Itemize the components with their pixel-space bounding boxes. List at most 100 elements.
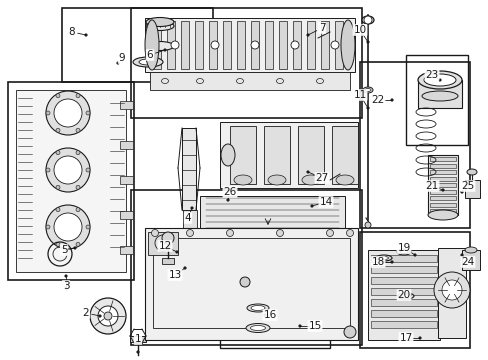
Circle shape — [46, 225, 50, 229]
Circle shape — [413, 254, 415, 256]
Bar — [331, 126, 357, 184]
Circle shape — [86, 111, 90, 115]
Bar — [429, 209, 455, 213]
Circle shape — [263, 314, 265, 316]
Text: 16: 16 — [263, 310, 276, 320]
Circle shape — [56, 128, 60, 132]
Bar — [153, 238, 349, 328]
Bar — [359, 62, 469, 228]
Bar — [359, 232, 469, 348]
Circle shape — [56, 151, 60, 155]
Circle shape — [74, 247, 76, 249]
Bar — [320, 21, 328, 69]
Bar — [237, 21, 244, 69]
Bar — [148, 232, 178, 255]
Ellipse shape — [139, 59, 157, 65]
Circle shape — [190, 207, 193, 209]
Bar — [220, 122, 357, 188]
Circle shape — [46, 91, 90, 135]
Bar — [145, 18, 354, 72]
Bar — [181, 21, 189, 69]
Bar — [183, 210, 197, 240]
Ellipse shape — [146, 18, 174, 27]
Circle shape — [155, 235, 171, 251]
Circle shape — [56, 208, 60, 212]
Circle shape — [346, 230, 353, 237]
Circle shape — [226, 199, 229, 201]
Bar — [370, 255, 436, 262]
Bar — [334, 21, 342, 69]
Bar — [250, 21, 259, 69]
Text: 1: 1 — [134, 334, 141, 344]
Circle shape — [364, 222, 370, 228]
Circle shape — [86, 168, 90, 172]
Bar — [120, 141, 133, 149]
Circle shape — [104, 312, 112, 320]
Circle shape — [99, 315, 101, 317]
Bar — [461, 250, 479, 270]
Circle shape — [163, 49, 166, 51]
Bar — [264, 21, 272, 69]
Circle shape — [56, 242, 60, 246]
Ellipse shape — [246, 304, 268, 312]
Circle shape — [76, 185, 80, 189]
Text: 26: 26 — [223, 187, 236, 197]
Bar — [429, 196, 455, 200]
Bar — [195, 21, 203, 69]
Circle shape — [76, 128, 80, 132]
Ellipse shape — [267, 175, 285, 185]
Bar — [16, 90, 126, 272]
Circle shape — [226, 230, 233, 237]
Bar — [429, 170, 455, 174]
Bar — [429, 163, 455, 167]
Circle shape — [183, 267, 186, 269]
Bar — [370, 310, 436, 317]
Ellipse shape — [362, 87, 372, 93]
Circle shape — [298, 325, 301, 327]
Circle shape — [56, 185, 60, 189]
Ellipse shape — [375, 255, 391, 261]
Text: 14: 14 — [319, 197, 332, 207]
Bar — [437, 248, 465, 338]
Text: 19: 19 — [397, 243, 410, 253]
Bar — [429, 157, 455, 161]
Circle shape — [171, 41, 179, 49]
Ellipse shape — [466, 169, 476, 175]
Text: 2: 2 — [82, 308, 89, 318]
Circle shape — [56, 94, 60, 98]
Bar — [120, 176, 133, 184]
Ellipse shape — [399, 251, 407, 253]
Bar — [220, 292, 329, 348]
Bar — [292, 21, 301, 69]
Bar — [417, 80, 461, 108]
Bar — [130, 336, 146, 342]
Text: 10: 10 — [353, 25, 366, 35]
Bar — [464, 180, 479, 198]
Text: 21: 21 — [425, 181, 438, 191]
Circle shape — [408, 294, 410, 296]
Bar — [131, 8, 361, 118]
Circle shape — [151, 230, 158, 237]
Text: 27: 27 — [315, 173, 328, 183]
Ellipse shape — [146, 41, 174, 50]
Text: 25: 25 — [461, 181, 474, 191]
Ellipse shape — [250, 325, 265, 330]
Bar — [367, 250, 439, 340]
Ellipse shape — [245, 324, 269, 333]
Circle shape — [54, 213, 82, 241]
Text: 20: 20 — [397, 290, 410, 300]
Bar — [150, 72, 349, 90]
Bar — [427, 155, 457, 215]
Bar — [429, 183, 455, 187]
Text: 8: 8 — [68, 27, 75, 37]
Bar — [229, 126, 256, 184]
Circle shape — [240, 277, 249, 287]
Circle shape — [46, 168, 50, 172]
Circle shape — [310, 205, 312, 207]
Ellipse shape — [464, 247, 476, 253]
Circle shape — [186, 230, 193, 237]
Bar — [182, 128, 196, 210]
Bar — [223, 21, 230, 69]
Bar — [131, 190, 361, 345]
Circle shape — [84, 34, 87, 36]
